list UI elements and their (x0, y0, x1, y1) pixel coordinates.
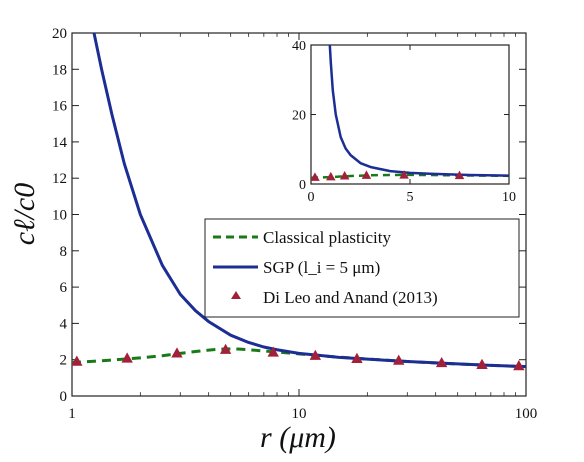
main-y-tick-label: 16 (52, 99, 68, 115)
main-marker-di-leo-and-anand-2013 (267, 346, 279, 357)
inset-marker-di-leo-and-anand-2013 (399, 170, 409, 179)
main-y-tick-label: 20 (52, 26, 67, 42)
y-axis-label: cℓ/c0 (8, 183, 41, 245)
x-axis-label: r (μm) (260, 421, 336, 454)
main-marker-di-leo-and-anand-2013 (351, 352, 363, 363)
inset-plot: 0 20 40 0 5 10 (292, 39, 516, 205)
main-marker-di-leo-and-anand-2013 (476, 358, 488, 369)
inset-marker-di-leo-and-anand-2013 (311, 172, 320, 181)
main-y-tick-label: 0 (60, 389, 68, 405)
main-marker-di-leo-and-anand-2013 (513, 360, 525, 371)
inset-plot-frame (310, 44, 510, 185)
legend-label-sgp: SGP (l_i = 5 μm) (263, 258, 380, 277)
main-y-tick-label: 14 (52, 135, 68, 151)
inset-y-tick-label: 0 (299, 178, 306, 193)
inset-line-sgp-l-i-5-m (328, 45, 509, 177)
inset-series (311, 45, 509, 181)
inset-marker-di-leo-and-anand-2013 (326, 171, 336, 181)
main-line-sgp-l-i-5-m (92, 33, 526, 369)
main-marker-di-leo-and-anand-2013 (171, 347, 183, 358)
main-marker-di-leo-and-anand-2013 (72, 355, 83, 366)
legend-label-di-leo-and-anand: Di Leo and Anand (2013) (263, 288, 438, 307)
main-y-tick-label: 10 (52, 208, 67, 224)
inset-x-tick-label: 0 (308, 190, 315, 205)
main-y-tick-label: 8 (60, 244, 68, 260)
inset-marker-di-leo-and-anand-2013 (454, 170, 465, 180)
main-x-tick-label: 10 (292, 406, 307, 422)
main-marker-di-leo-and-anand-2013 (309, 349, 322, 360)
main-series (72, 33, 526, 371)
legend-label-classical-plasticity: Classical plasticity (263, 228, 391, 247)
inset-marker-di-leo-and-anand-2013 (361, 170, 372, 179)
inset-y-tick-label: 20 (292, 109, 306, 124)
main-y-tick-label: 12 (52, 171, 67, 187)
main-y-tick-label: 6 (60, 280, 68, 296)
main-y-tick-label: 2 (60, 353, 68, 369)
main-x-tick-label: 100 (515, 406, 538, 422)
inset-y-tick-label: 40 (292, 39, 306, 54)
legend: Classical plasticity SGP (l_i = 5 μm) Di… (204, 218, 520, 318)
main-y-tick-label: 18 (52, 62, 67, 78)
main-x-tick-label: 1 (68, 406, 76, 422)
inset-x-tick-label: 5 (407, 190, 414, 205)
inset-x-tick-label: 10 (502, 190, 516, 205)
main-marker-di-leo-and-anand-2013 (121, 352, 133, 363)
main-y-tick-label: 4 (60, 316, 68, 332)
inset-marker-di-leo-and-anand-2013 (339, 171, 350, 180)
main-marker-di-leo-and-anand-2013 (219, 343, 232, 354)
main-marker-di-leo-and-anand-2013 (393, 354, 405, 365)
legend-swatch-di-leo-and-anand (231, 291, 241, 299)
main-marker-di-leo-and-anand-2013 (435, 356, 448, 368)
